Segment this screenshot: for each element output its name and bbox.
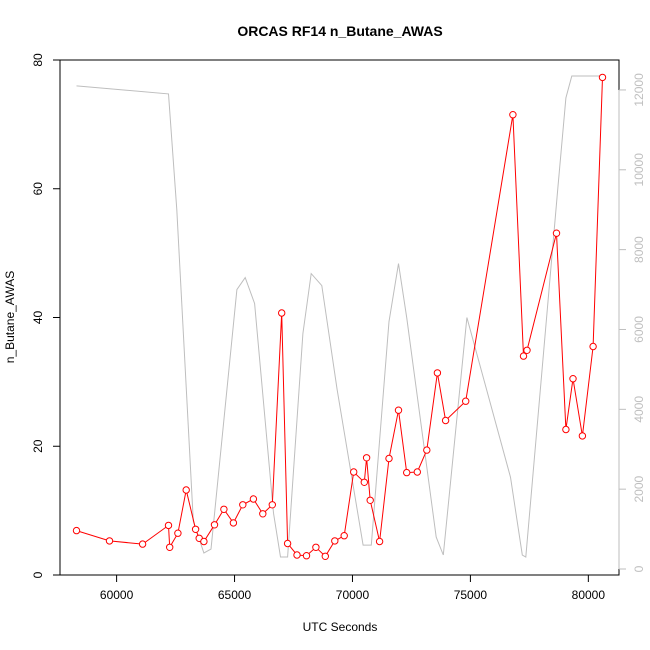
data-point [164, 521, 173, 530]
data-point [229, 519, 238, 527]
chart-title: ORCAS RF14 n_Butane_AWAS [237, 23, 442, 39]
data-point [552, 229, 561, 237]
data-point [138, 540, 147, 548]
data-point [191, 525, 200, 533]
x-tick-label: 65000 [218, 588, 252, 602]
data-point [362, 454, 371, 462]
x-axis-label: UTC Seconds [303, 620, 378, 634]
data-point [220, 505, 228, 513]
data-point [283, 539, 292, 548]
data-point [105, 537, 114, 545]
y2-tick-label: 10000 [632, 153, 646, 187]
data-point [589, 342, 597, 351]
y2-tick-label: 12000 [632, 73, 646, 107]
y2-tick-label: 0 [632, 565, 646, 572]
data-point [239, 501, 247, 509]
data-point [394, 406, 403, 414]
data-point [562, 425, 570, 434]
data-point [72, 526, 81, 535]
data-point [523, 346, 531, 354]
y-tick-label: 40 [31, 311, 45, 325]
data-point [259, 510, 267, 518]
data-point [441, 416, 450, 425]
data-point [433, 369, 442, 377]
data-point [375, 537, 384, 546]
y2-tick-label: 2000 [632, 475, 646, 502]
y-axis-label: n_Butane_AWAS [3, 271, 17, 364]
y-tick-label: 80 [31, 53, 45, 67]
y-axis-left: 0 20 40 60 80 [31, 53, 60, 578]
data-point [598, 73, 607, 82]
data-point [200, 537, 208, 546]
data-point [293, 551, 301, 559]
data-point [182, 486, 190, 494]
data-point [350, 468, 358, 476]
data-point [174, 529, 182, 537]
x-tick-label: 75000 [454, 588, 488, 602]
data-point [403, 468, 411, 477]
data-point [366, 496, 374, 504]
data-point [578, 432, 587, 440]
data-point [166, 543, 174, 551]
data-point [340, 532, 348, 540]
data-point [423, 446, 431, 454]
data-point [509, 111, 517, 119]
x-tick-label: 70000 [336, 588, 370, 602]
y2-tick-label: 6000 [632, 316, 646, 343]
data-point [519, 352, 528, 360]
series-line-right-axis [76, 75, 603, 558]
data-point [302, 552, 311, 560]
data-point [210, 521, 219, 529]
right-series-layer [76, 75, 603, 558]
data-point [413, 468, 421, 476]
x-axis: 60000 65000 70000 75000 80000 [100, 574, 606, 602]
data-point [268, 501, 276, 509]
x-tick-label: 80000 [572, 588, 606, 602]
y-tick-label: 0 [31, 571, 45, 578]
data-point [360, 478, 368, 486]
data-point [249, 495, 258, 503]
y-tick-label: 60 [31, 182, 45, 196]
data-point [331, 537, 339, 545]
data-point [278, 309, 286, 317]
data-point [312, 543, 320, 551]
data-point [462, 397, 470, 405]
y-tick-label: 20 [31, 439, 45, 453]
data-point [569, 375, 577, 383]
series-line-left-axis [76, 77, 603, 558]
y-axis-right: 0 2000 4000 6000 8000 10000 12000 [618, 73, 646, 572]
y2-tick-label: 4000 [632, 396, 646, 423]
data-point [385, 454, 393, 463]
x-tick-label: 60000 [100, 588, 134, 602]
data-point [321, 552, 329, 560]
y2-tick-label: 8000 [632, 236, 646, 263]
left-series-layer [72, 73, 607, 560]
